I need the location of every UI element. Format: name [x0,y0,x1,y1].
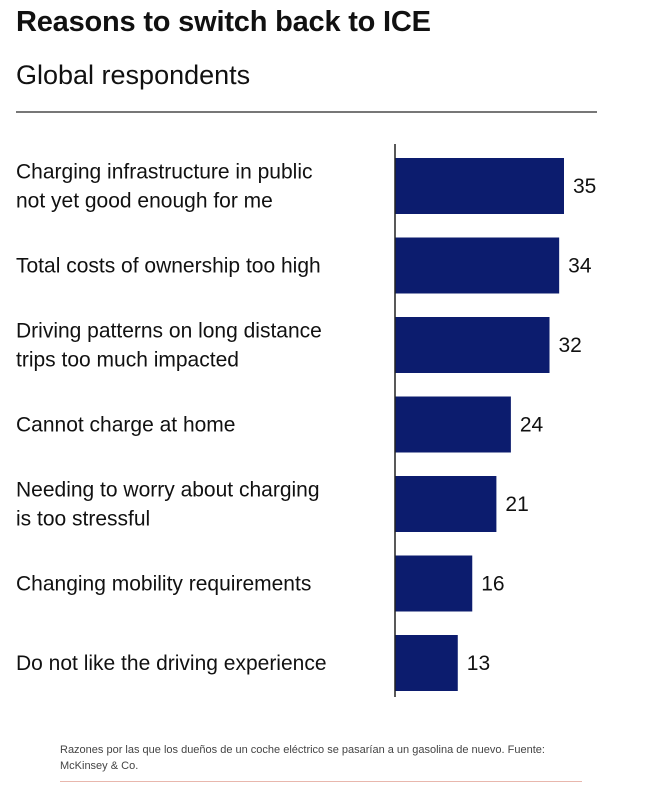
value-labels: 35 34 32 24 21 16 13 [467,175,597,675]
category-label-line: Changing mobility requirements [16,573,311,596]
bar [395,396,511,453]
category-label-line: Driving patterns on long distance [16,320,322,343]
bar [395,555,473,612]
bar-chart: Charging infrastructure in public not yet… [16,144,597,697]
category-label-line: Do not like the driving experience [16,652,327,675]
bar-value-label: 13 [467,652,490,675]
caption-divider [60,781,582,782]
category-label-line: Cannot charge at home [16,414,235,437]
category-label-line: trips too much impacted [16,349,239,372]
category-labels: Charging infrastructure in public not yet… [16,161,327,676]
bar-value-label: 16 [481,573,504,596]
bar [395,317,550,373]
bars [395,158,564,691]
category-label-line: Total costs of ownership too high [16,255,321,278]
bar [395,158,564,214]
bar [395,476,497,532]
bar-value-label: 21 [505,493,528,516]
category-label: Cannot charge at home [16,414,235,437]
category-label: Driving patterns on long distance trips t… [16,320,322,372]
image-caption: Razones por las que los dueños de un coc… [60,744,545,772]
category-label-line: Needing to worry about charging [16,479,320,502]
title-divider [16,111,597,113]
category-label-line: is too stressful [16,508,150,531]
chart-title: Reasons to switch back to ICE [16,6,431,38]
category-label: Needing to worry about charging is too st… [16,479,320,531]
chart-subtitle: Global respondents [16,60,251,90]
bar-value-label: 35 [573,175,596,198]
category-label: Changing mobility requirements [16,573,311,596]
bar-value-label: 34 [568,255,592,278]
bar-value-label: 24 [520,414,544,437]
bar [395,635,458,691]
bar [395,237,560,294]
category-label: Do not like the driving experience [16,652,327,675]
category-label: Total costs of ownership too high [16,255,321,278]
category-label-line: Charging infrastructure in public [16,161,312,184]
category-label: Charging infrastructure in public not yet… [16,161,312,213]
category-label-line: not yet good enough for me [16,190,273,213]
bar-value-label: 32 [559,334,582,357]
